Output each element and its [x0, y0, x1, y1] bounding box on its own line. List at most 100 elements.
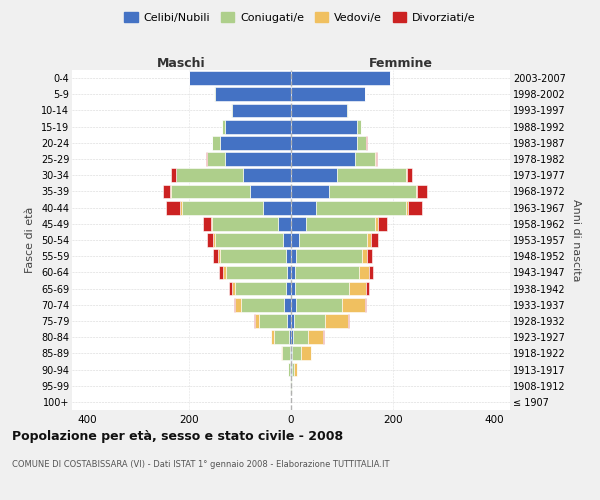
Bar	[291, 346, 292, 360]
Bar	[416, 184, 418, 198]
Bar	[287, 314, 291, 328]
Text: Popolazione per età, sesso e stato civile - 2008: Popolazione per età, sesso e stato civil…	[12, 430, 343, 443]
Bar	[207, 233, 213, 247]
Bar	[250, 184, 291, 198]
Bar	[291, 200, 316, 214]
Bar	[263, 200, 291, 214]
Legend: Celibi/Nubili, Coniugati/e, Vedovi/e, Divorziati/e: Celibi/Nubili, Coniugati/e, Vedovi/e, Di…	[120, 8, 480, 28]
Bar	[170, 184, 172, 198]
Bar	[225, 120, 291, 134]
Bar	[189, 71, 291, 85]
Bar	[229, 282, 232, 296]
Bar	[357, 120, 361, 134]
Bar	[287, 266, 291, 280]
Bar	[291, 120, 357, 134]
Bar	[212, 217, 278, 230]
Bar	[283, 346, 290, 360]
Bar	[357, 136, 367, 149]
Bar	[284, 298, 291, 312]
Bar	[329, 184, 416, 198]
Bar	[291, 330, 293, 344]
Bar	[235, 282, 286, 296]
Bar	[369, 266, 373, 280]
Bar	[365, 298, 366, 312]
Y-axis label: Fasce di età: Fasce di età	[25, 207, 35, 273]
Bar	[407, 168, 412, 182]
Bar	[362, 250, 367, 263]
Bar	[171, 168, 176, 182]
Bar	[232, 104, 291, 118]
Bar	[299, 233, 367, 247]
Bar	[367, 233, 371, 247]
Bar	[259, 314, 287, 328]
Bar	[294, 362, 296, 376]
Bar	[376, 152, 377, 166]
Bar	[291, 152, 355, 166]
Bar	[255, 314, 259, 328]
Bar	[181, 200, 182, 214]
Bar	[296, 250, 362, 263]
Bar	[290, 346, 291, 360]
Bar	[182, 200, 263, 214]
Bar	[367, 282, 369, 296]
Bar	[292, 362, 294, 376]
Bar	[291, 282, 295, 296]
Bar	[215, 88, 291, 101]
Bar	[295, 266, 359, 280]
Bar	[226, 266, 287, 280]
Bar	[218, 250, 220, 263]
Bar	[291, 104, 347, 118]
Text: COMUNE DI COSTABISSARA (VI) - Dati ISTAT 1° gennaio 2008 - Elaborazione TUTTITAL: COMUNE DI COSTABISSARA (VI) - Dati ISTAT…	[12, 460, 389, 469]
Bar	[211, 217, 212, 230]
Bar	[232, 282, 235, 296]
Bar	[206, 152, 207, 166]
Bar	[283, 233, 291, 247]
Bar	[213, 233, 215, 247]
Bar	[215, 233, 283, 247]
Bar	[291, 88, 365, 101]
Bar	[212, 136, 220, 149]
Bar	[325, 314, 347, 328]
Bar	[306, 217, 375, 230]
Bar	[291, 168, 337, 182]
Bar	[296, 298, 342, 312]
Bar	[289, 362, 290, 376]
Bar	[294, 314, 325, 328]
Bar	[271, 330, 274, 344]
Bar	[377, 217, 387, 230]
Bar	[359, 266, 369, 280]
Bar	[308, 330, 323, 344]
Bar	[301, 346, 311, 360]
Bar	[295, 282, 349, 296]
Bar	[274, 330, 289, 344]
Bar	[212, 250, 218, 263]
Bar	[291, 71, 391, 85]
Bar	[367, 250, 373, 263]
Bar	[347, 314, 349, 328]
Bar	[281, 346, 283, 360]
Bar	[293, 330, 308, 344]
Bar	[418, 184, 427, 198]
Bar	[407, 200, 422, 214]
Bar	[286, 250, 291, 263]
Bar	[371, 233, 377, 247]
Bar	[291, 233, 299, 247]
Bar	[375, 217, 377, 230]
Bar	[289, 330, 291, 344]
Bar	[406, 168, 407, 182]
Bar	[172, 184, 250, 198]
Bar	[406, 200, 407, 214]
Bar	[291, 217, 306, 230]
Bar	[278, 217, 291, 230]
Bar	[292, 346, 301, 360]
Bar	[316, 200, 406, 214]
Bar	[225, 152, 291, 166]
Text: Femmine: Femmine	[368, 57, 433, 70]
Bar	[166, 200, 181, 214]
Bar	[347, 104, 348, 118]
Bar	[222, 120, 225, 134]
Bar	[203, 217, 211, 230]
Bar	[241, 298, 284, 312]
Bar	[219, 266, 223, 280]
Bar	[235, 298, 241, 312]
